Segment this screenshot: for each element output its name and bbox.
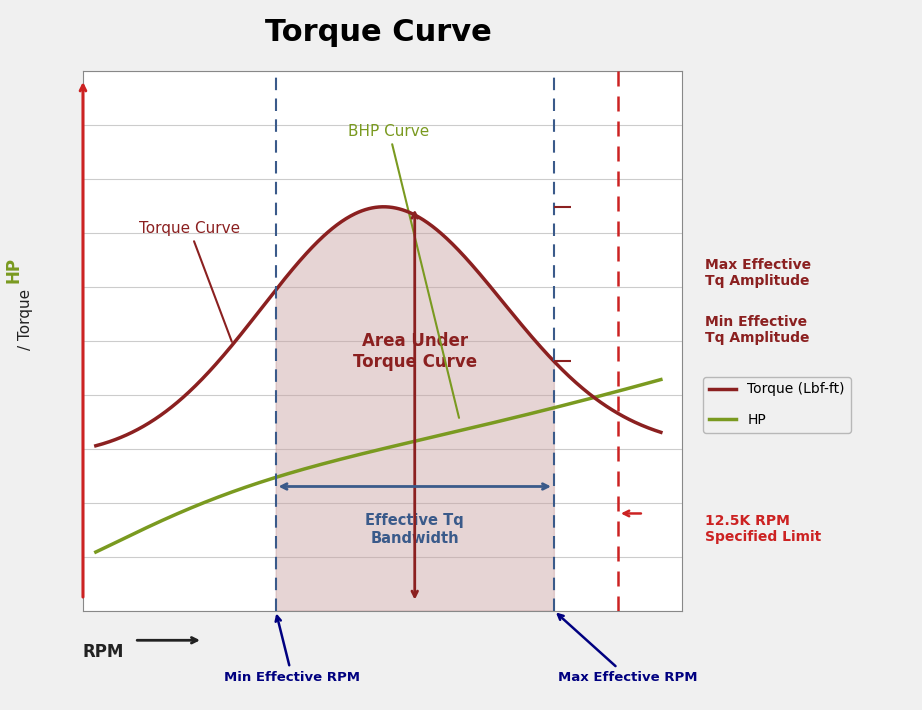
Text: Min Effective
Tq Amplitude: Min Effective Tq Amplitude bbox=[705, 315, 810, 345]
Text: Area Under
Torque Curve: Area Under Torque Curve bbox=[353, 332, 477, 371]
Legend: Torque (Lbf-ft), HP: Torque (Lbf-ft), HP bbox=[703, 377, 851, 432]
Text: BHP Curve: BHP Curve bbox=[349, 124, 459, 418]
Text: 12.5K RPM
Specified Limit: 12.5K RPM Specified Limit bbox=[705, 514, 822, 544]
Text: HP: HP bbox=[5, 257, 23, 283]
Text: / Torque: / Torque bbox=[18, 289, 33, 350]
Text: Torque Curve: Torque Curve bbox=[138, 221, 240, 342]
Text: Min Effective RPM: Min Effective RPM bbox=[224, 616, 361, 684]
Text: Effective Tq
Bandwidth: Effective Tq Bandwidth bbox=[365, 513, 464, 546]
Text: RPM: RPM bbox=[83, 643, 124, 661]
Text: Max Effective RPM: Max Effective RPM bbox=[558, 614, 698, 684]
Text: Torque Curve: Torque Curve bbox=[265, 18, 491, 47]
Text: Max Effective
Tq Amplitude: Max Effective Tq Amplitude bbox=[705, 258, 811, 288]
